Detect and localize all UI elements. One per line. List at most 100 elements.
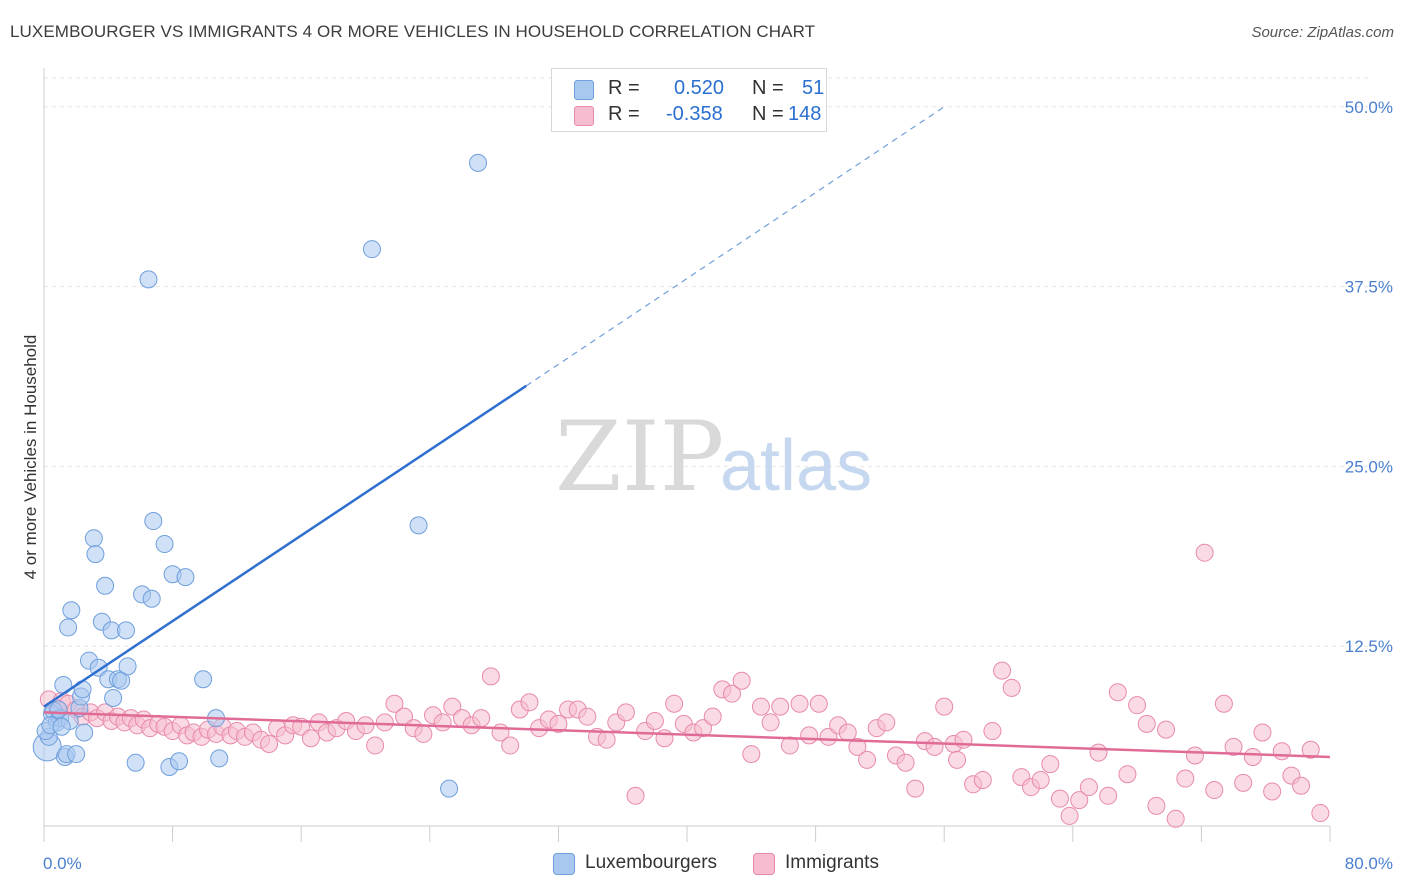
immigrants-point bbox=[597, 730, 616, 749]
immigrants-point bbox=[848, 737, 867, 756]
luxembourgers-point bbox=[59, 618, 78, 637]
y-axis-label: 4 or more Vehicles in Household bbox=[21, 335, 40, 580]
immigrants-point bbox=[809, 694, 828, 713]
immigrants-point bbox=[723, 684, 742, 703]
immigrants-point bbox=[260, 735, 279, 754]
luxembourgers-trend-line bbox=[43, 384, 527, 708]
immigrants-point bbox=[1137, 714, 1156, 733]
luxembourgers-point bbox=[96, 576, 115, 595]
immigrants-point bbox=[501, 736, 520, 755]
immigrants-point bbox=[703, 707, 722, 726]
immigrants-point bbox=[780, 736, 799, 755]
x-tick-label-max: 80.0% bbox=[1345, 854, 1393, 873]
luxembourgers-points bbox=[32, 153, 488, 798]
immigrants-point bbox=[1128, 696, 1147, 715]
immigrants-point bbox=[1157, 720, 1176, 739]
bottom-legend-label: Immigrants bbox=[785, 852, 879, 873]
luxembourgers-point bbox=[73, 680, 92, 699]
watermark-zip: ZIP bbox=[555, 401, 724, 513]
source-label: Source: ZipAtlas.com bbox=[1251, 24, 1394, 41]
immigrants-point bbox=[1253, 723, 1272, 742]
immigrants-point bbox=[1205, 781, 1224, 800]
luxembourgers-point bbox=[126, 753, 145, 772]
x-tick-label-min: 0.0% bbox=[43, 854, 82, 873]
immigrants-point bbox=[1224, 737, 1243, 756]
immigrants-point bbox=[616, 703, 635, 722]
immigrants-point bbox=[1263, 782, 1282, 801]
chart-title: LUXEMBOURGER VS IMMIGRANTS 4 OR MORE VEH… bbox=[10, 22, 816, 41]
immigrants-points bbox=[39, 543, 1330, 828]
y-tick-labels: 12.5% 25.0% 37.5% 50.0% bbox=[1345, 98, 1393, 656]
immigrants-point bbox=[1214, 694, 1233, 713]
immigrants-point bbox=[1099, 786, 1118, 805]
immigrants-point bbox=[1166, 809, 1185, 828]
luxembourgers-point bbox=[67, 745, 86, 764]
immigrants-point bbox=[877, 713, 896, 732]
immigrants-point bbox=[819, 727, 838, 746]
luxembourgers-point bbox=[210, 749, 229, 768]
legend-n-label: N = bbox=[752, 77, 784, 99]
luxembourgers-point bbox=[142, 589, 161, 608]
immigrants-point bbox=[1050, 789, 1069, 808]
luxembourgers-point bbox=[75, 723, 94, 742]
immigrants-point bbox=[742, 745, 761, 764]
luxembourgers-point bbox=[440, 779, 459, 798]
immigrants-point bbox=[896, 753, 915, 772]
immigrants-point bbox=[655, 729, 674, 748]
gridlines bbox=[44, 77, 1370, 647]
bottom-legend-swatch-pink bbox=[753, 853, 775, 875]
luxembourgers-point bbox=[170, 752, 189, 771]
immigrants-point bbox=[935, 697, 954, 716]
luxembourgers-point bbox=[118, 657, 137, 676]
immigrants-point bbox=[906, 779, 925, 798]
immigrants-point bbox=[385, 694, 404, 713]
y-tick-label: 12.5% bbox=[1345, 637, 1393, 656]
immigrants-point bbox=[771, 697, 790, 716]
immigrants-point bbox=[626, 786, 645, 805]
immigrants-point bbox=[1089, 743, 1108, 762]
immigrants-point bbox=[925, 737, 944, 756]
luxembourgers-trend-extension bbox=[525, 106, 945, 387]
legend-r-label: R = bbox=[608, 103, 640, 125]
immigrants-point bbox=[1234, 773, 1253, 792]
legend-n-label: N = bbox=[752, 103, 784, 125]
luxembourgers-point bbox=[62, 601, 81, 620]
luxembourgers-point bbox=[155, 535, 174, 554]
immigrants-point bbox=[973, 770, 992, 789]
immigrants-point bbox=[838, 723, 857, 742]
immigrants-point bbox=[1243, 747, 1262, 766]
legend-swatch-pink bbox=[574, 106, 594, 126]
legend-r-value: 0.520 bbox=[674, 77, 725, 99]
luxembourgers-point bbox=[469, 153, 488, 172]
immigrants-point bbox=[1301, 740, 1320, 759]
bottom-legend-swatch-blue bbox=[553, 853, 575, 875]
stats-legend: R = 0.520 N = 51 R = -0.358 N = 148 bbox=[551, 68, 827, 132]
immigrants-point bbox=[1147, 796, 1166, 815]
immigrants-point bbox=[1176, 769, 1195, 788]
luxembourgers-point bbox=[194, 670, 213, 689]
legend-r-value: -0.358 bbox=[666, 103, 723, 125]
immigrants-point bbox=[481, 667, 500, 686]
immigrants-point bbox=[983, 722, 1002, 741]
immigrants-point bbox=[301, 729, 320, 748]
immigrants-point bbox=[414, 724, 433, 743]
immigrants-point bbox=[645, 711, 664, 730]
luxembourgers-point bbox=[86, 545, 105, 564]
immigrants-point bbox=[433, 713, 452, 732]
watermark-atlas: atlas bbox=[720, 426, 872, 506]
luxembourgers-point bbox=[144, 512, 163, 531]
legend-n-value: 51 bbox=[802, 77, 825, 99]
immigrants-point bbox=[366, 736, 385, 755]
luxembourgers-point bbox=[116, 621, 135, 640]
immigrants-point bbox=[549, 714, 568, 733]
luxembourgers-point bbox=[409, 516, 428, 535]
legend-swatch-blue bbox=[574, 80, 594, 100]
immigrants-point bbox=[993, 661, 1012, 680]
immigrants-point bbox=[1070, 791, 1089, 810]
immigrants-trend-line bbox=[43, 711, 1331, 759]
immigrants-point bbox=[1002, 678, 1021, 697]
y-tick-label: 25.0% bbox=[1345, 457, 1393, 476]
immigrants-point bbox=[694, 719, 713, 738]
immigrants-point bbox=[732, 671, 751, 690]
